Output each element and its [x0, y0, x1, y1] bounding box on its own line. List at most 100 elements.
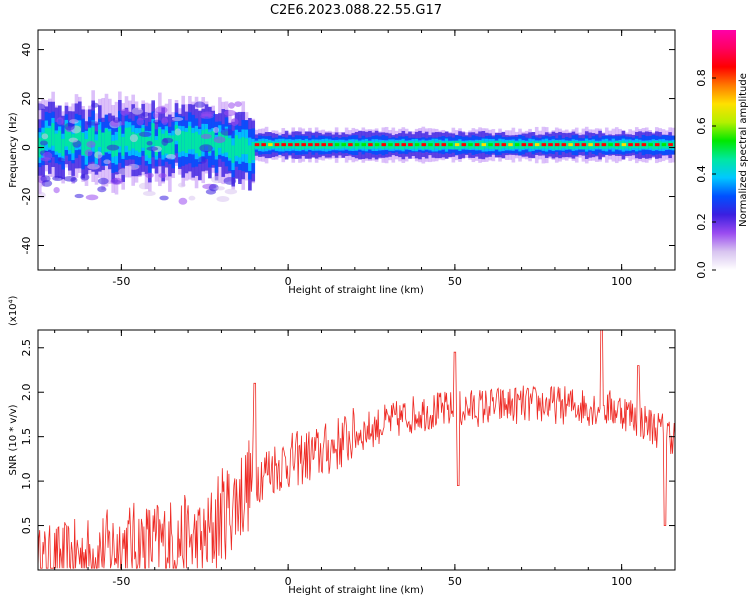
- heatmap-core-cell: [594, 143, 600, 147]
- heatmap-blob: [142, 190, 156, 197]
- heatmap-cell: [624, 141, 629, 149]
- heatmap-cell: [484, 141, 489, 149]
- heatmap-cell: [211, 130, 216, 148]
- heatmap-blob: [159, 195, 169, 201]
- heatmap-core-cell: [354, 143, 360, 147]
- heatmap-cell: [54, 133, 59, 152]
- heatmap-cell: [644, 141, 649, 149]
- snr-series-line: [38, 330, 675, 570]
- heatmap-blob: [223, 109, 237, 116]
- heatmap-cell: [478, 140, 482, 150]
- heatmap-blob: [177, 182, 186, 188]
- heatmap-cell: [61, 138, 65, 156]
- heatmap-cell: [118, 127, 122, 147]
- heatmap-cell: [181, 131, 186, 152]
- heatmap-core-cell: [614, 143, 620, 147]
- spectrogram-y-tick-label: 20: [20, 92, 33, 106]
- heatmap-cell: [618, 141, 622, 149]
- heatmap-blob: [84, 149, 93, 157]
- heatmap-blob: [53, 186, 60, 194]
- snr-y-multiplier: (x10⁴): [8, 295, 19, 326]
- heatmap-cell: [141, 128, 145, 148]
- colorbar-gradient: [712, 30, 736, 270]
- heatmap-cell: [244, 138, 249, 155]
- colorbar: 0.0 0.2 0.4 0.6 0.8 Normalized spectral ampl…: [695, 30, 749, 279]
- heatmap-blob: [70, 177, 78, 183]
- heatmap-cell: [498, 140, 502, 150]
- spectrogram-x-tick-label: 100: [611, 275, 632, 288]
- heatmap-cell: [464, 141, 469, 149]
- heatmap-cell: [74, 125, 79, 147]
- heatmap-cell: [404, 141, 409, 149]
- heatmap-cell: [241, 137, 246, 155]
- heatmap-blob: [85, 194, 99, 201]
- heatmap-cell: [238, 138, 242, 158]
- heatmap-cell: [418, 142, 422, 149]
- spectrogram-frame: [37, 29, 676, 271]
- spectrogram-x-label: Height of straight line (km): [288, 285, 424, 296]
- heatmap-blob: [234, 101, 242, 107]
- snr-x-tick-label: 50: [448, 575, 462, 588]
- heatmap-cell: [234, 135, 239, 156]
- spectrogram-y-tick-label: 0: [20, 144, 33, 151]
- heatmap-core-cell: [268, 143, 273, 147]
- heatmap-blob: [91, 102, 99, 108]
- heatmap-core-cell: [294, 143, 300, 147]
- heatmap-core-cell: [288, 143, 293, 147]
- heatmap-core-cell: [468, 143, 473, 147]
- heatmap-core-cell: [361, 143, 367, 147]
- heatmap-cell: [511, 141, 516, 150]
- heatmap-blob: [97, 186, 107, 193]
- heatmap-cell: [371, 142, 376, 149]
- heatmap-core-cell: [581, 143, 587, 147]
- heatmap-core-cell: [661, 143, 667, 147]
- heatmap-blob: [38, 103, 46, 111]
- heatmap-blob: [153, 119, 161, 125]
- heatmap-cell: [358, 141, 362, 149]
- heatmap-blob: [131, 107, 143, 115]
- heatmap-core-cell: [601, 143, 607, 147]
- heatmap-core-cell: [334, 143, 340, 147]
- colorbar-tick-label: 0.0: [695, 261, 708, 279]
- colorbar-ticks: 0.0 0.2 0.4 0.6 0.8: [695, 69, 716, 279]
- heatmap-core-cell: [508, 143, 513, 147]
- heatmap-cell: [134, 133, 139, 151]
- heatmap-cell: [364, 141, 369, 150]
- heatmap-cell: [81, 133, 85, 155]
- heatmap-cell: [658, 141, 662, 150]
- heatmap-cell: [558, 140, 562, 150]
- snr-y-label: SNR (10 * v/v): [8, 404, 19, 475]
- heatmap-cell: [94, 140, 99, 158]
- heatmap-cell: [344, 141, 349, 149]
- heatmap-blob: [211, 175, 224, 184]
- heatmap-blob: [145, 172, 154, 179]
- snr-y-tick-label: 2.5: [20, 339, 33, 357]
- heatmap-cell: [124, 127, 129, 146]
- snr-frame: [37, 329, 676, 571]
- heatmap-blob: [146, 146, 159, 151]
- heatmap-blob: [152, 111, 159, 119]
- heatmap-cell: [228, 138, 232, 159]
- heatmap-blob: [68, 137, 79, 143]
- heatmap-cell: [424, 141, 429, 150]
- heatmap-cell: [51, 123, 55, 146]
- heatmap-cell: [651, 140, 656, 150]
- heatmap-core-cell: [654, 143, 660, 147]
- heatmap-blob: [39, 140, 48, 146]
- heatmap-blob: [97, 177, 109, 185]
- heatmap-blob: [158, 173, 167, 179]
- heatmap-cell: [311, 140, 316, 150]
- heatmap-blob: [136, 117, 144, 126]
- colorbar-tick-label: 0.4: [695, 165, 708, 183]
- heatmap-blob: [213, 136, 226, 144]
- heatmap-cell: [264, 141, 269, 149]
- heatmap-cell: [604, 141, 609, 149]
- heatmap-cell: [104, 128, 109, 152]
- colorbar-tick-label: 0.8: [695, 69, 708, 87]
- heatmap-cell: [378, 142, 382, 149]
- snr-y-tick-label: 1.5: [20, 428, 33, 446]
- heatmap-blob: [165, 153, 176, 160]
- heatmap-blob: [188, 195, 196, 201]
- heatmap-cell: [184, 131, 189, 153]
- heatmap-cell: [598, 141, 602, 149]
